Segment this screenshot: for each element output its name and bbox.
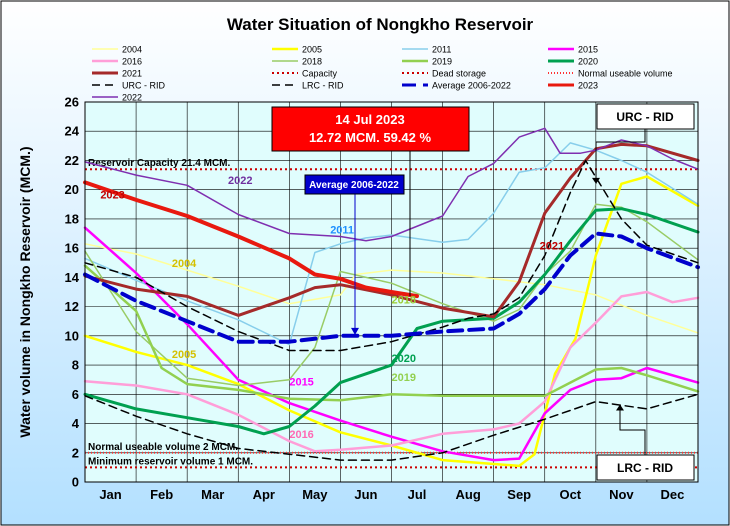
legend-label-2016: 2016 [122, 57, 142, 67]
y-tick-label-6: 6 [72, 387, 79, 402]
lrc-arrowhead [616, 404, 624, 411]
x-tick-label-sep: Sep [507, 487, 531, 502]
legend-label-2005: 2005 [302, 45, 322, 55]
ref-label-capacity: Reservoir Capacity 21.4 MCM. [88, 158, 231, 169]
series-label-2005: 2005 [172, 349, 196, 361]
y-tick-label-18: 18 [65, 211, 79, 226]
series-line-average-2006-2022 [83, 231, 700, 344]
series-line-2019 [83, 264, 700, 402]
series-label-2015: 2015 [289, 377, 313, 389]
series-label-2021: 2021 [540, 241, 564, 253]
legend-label-2019: 2019 [432, 57, 452, 67]
series-label-2016: 2016 [289, 429, 313, 441]
legend-label-urc-rid: URC - RID [122, 81, 165, 91]
legend-label-capacity: Capacity [302, 69, 338, 79]
legend-label-dead-storage: Dead storage [432, 69, 486, 79]
series-line-2018 [84, 203, 699, 387]
legend-label-2023: 2023 [578, 81, 598, 91]
x-tick-label-oct: Oct [559, 487, 581, 502]
legend: 2004 2005 2011 2015 2016 2018 2019 2020 2021 Capa… [92, 45, 673, 103]
series-label-2022: 2022 [228, 175, 252, 187]
chart-title: Water Situation of Nongkho Reservoir [227, 15, 534, 34]
x-tick-label-jan: Jan [99, 487, 121, 502]
x-tick-label-jul: Jul [408, 487, 427, 502]
x-tick-label-apr: Apr [253, 487, 275, 502]
legend-label-lrc-rid: LRC - RID [302, 81, 344, 91]
y-tick-label-24: 24 [65, 124, 80, 139]
series-line-2020 [83, 207, 700, 436]
lrc-box [596, 454, 695, 481]
urc-box-label: URC - RID [616, 110, 674, 124]
x-tick-label-jun: Jun [354, 487, 377, 502]
callout-date: 14 Jul 2023 [335, 112, 404, 127]
y-tick-label-12: 12 [65, 299, 79, 314]
x-tick-label-feb: Feb [150, 487, 173, 502]
lrc-box-label: LRC - RID [617, 461, 673, 475]
x-tick-label-may: May [302, 487, 328, 502]
x-tick-label-mar: Mar [201, 487, 224, 502]
legend-label-average-2006-2022: Average 2006-2022 [432, 81, 511, 91]
series-line-lrc-rid [84, 393, 699, 461]
x-tick-label-nov: Nov [609, 487, 634, 502]
legend-label-2011: 2011 [432, 45, 451, 55]
legend-label-2015: 2015 [578, 45, 598, 55]
y-tick-label-22: 22 [65, 153, 79, 168]
y-tick-label-20: 20 [65, 182, 79, 197]
legend-label-2022: 2022 [122, 93, 142, 103]
x-tick-label-dec: Dec [661, 487, 685, 502]
series-line-2005 [83, 175, 700, 468]
annotations: 14 Jul 2023 12.72 MCM. 59.42 % Average 200… [271, 103, 695, 481]
series-line-2023 [83, 180, 419, 299]
series-label-2023: 2023 [100, 189, 124, 201]
y-tick-label-10: 10 [65, 328, 79, 343]
y-tick-label-26: 26 [65, 95, 79, 110]
series-layer: 2023 2022 2011 2004 2018 2021 2005 2015 2020 2019… [83, 127, 700, 468]
urc-arrowhead [592, 177, 600, 184]
legend-label-2021: 2021 [122, 69, 142, 79]
y-tick-label-0: 0 [72, 475, 79, 490]
legend-label-2004: 2004 [122, 45, 142, 55]
plot-border [84, 101, 699, 483]
series-label-2018: 2018 [392, 295, 416, 307]
legend-label-2018: 2018 [302, 57, 322, 67]
y-tick-label-14: 14 [65, 270, 80, 285]
x-axis-ticks: Jan Feb Mar Apr May Jun Jul Aug Sep Oct Nov Dec [99, 487, 684, 502]
series-line-2016 [83, 290, 700, 453]
y-tick-label-2: 2 [72, 445, 79, 460]
x-tick-label-aug: Aug [455, 487, 480, 502]
legend-label-normal-useable-volume: Normal useable volume [578, 69, 673, 79]
y-axis-label: Water volume in Nongkho Reservoir (MCM.) [17, 146, 33, 437]
urc-box [596, 103, 695, 130]
legend-label-2020: 2020 [578, 57, 598, 67]
series-line-2015 [83, 226, 700, 462]
series-label-2020: 2020 [392, 353, 416, 365]
series-label-2019: 2019 [392, 372, 416, 384]
average-box-label: Average 2006-2022 [309, 180, 399, 191]
series-label-2004: 2004 [172, 258, 197, 270]
series-label-2011: 2011 [330, 225, 354, 237]
y-tick-label-8: 8 [72, 358, 79, 373]
average-box [304, 174, 405, 195]
callout-value: 12.72 MCM. 59.42 % [309, 130, 432, 145]
urc-leader [595, 129, 646, 184]
ref-label-dead-storage: Minimum reservoir volume 1 MCM. [88, 456, 253, 467]
callout-box [271, 106, 470, 152]
lrc-leader [619, 404, 646, 455]
y-tick-label-4: 4 [72, 416, 80, 431]
y-tick-label-16: 16 [65, 241, 79, 256]
ref-label-normal-useable-volume: Normal useable volume 2 MCM. [88, 442, 238, 453]
average-arrowhead [351, 327, 359, 335]
